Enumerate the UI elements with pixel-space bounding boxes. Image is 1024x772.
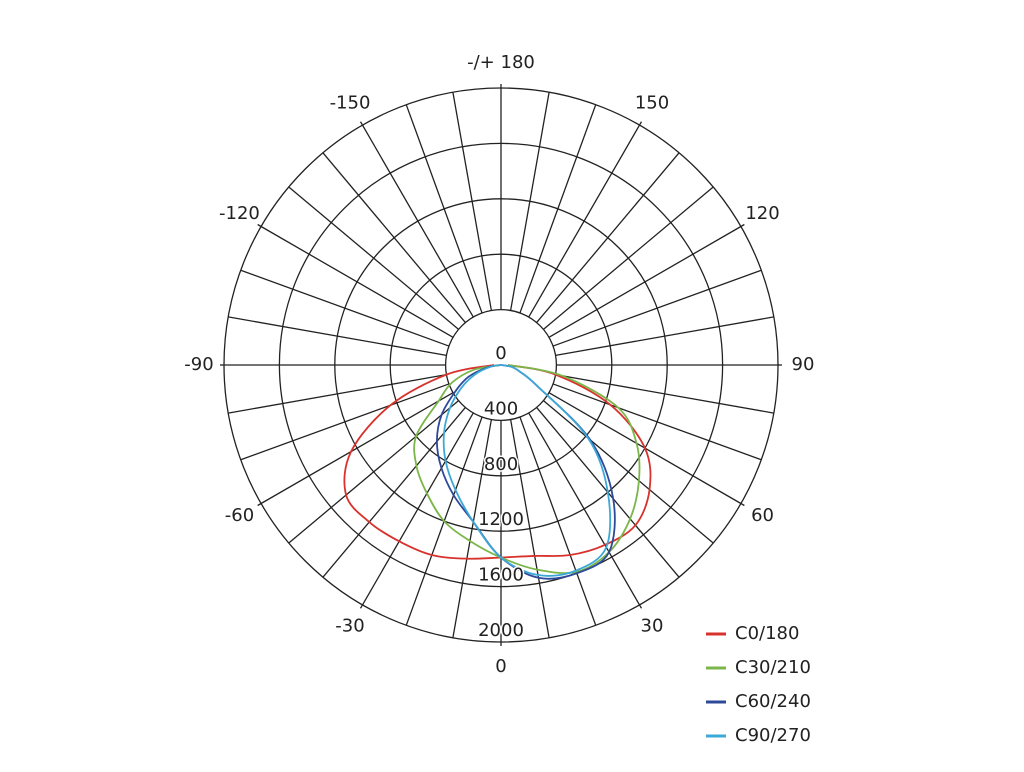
theta-tick-label: 150	[635, 92, 669, 113]
theta-tick-label: 90	[792, 354, 815, 375]
theta-tick-label: -30	[335, 616, 364, 637]
theta-tick-label: -/+ 180	[467, 52, 535, 73]
theta-tick-label: -120	[219, 203, 260, 224]
ring	[444, 308, 558, 422]
r-tick-label: 2000	[478, 620, 524, 641]
theta-tick	[257, 502, 262, 507]
theta-tick	[638, 604, 643, 609]
r-tick-label: 1200	[478, 509, 524, 530]
theta-tick	[638, 121, 643, 126]
intensity-curve	[442, 364, 612, 577]
theta-tick	[740, 223, 745, 228]
legend-label: C60/240	[735, 691, 811, 712]
theta-tick-label: -90	[184, 354, 213, 375]
ring	[334, 198, 668, 532]
legend-label: C0/180	[735, 623, 799, 644]
r-tick-label: 1600	[478, 565, 524, 586]
ring	[278, 142, 724, 588]
ring	[389, 253, 613, 477]
theta-tick	[359, 121, 364, 126]
r-tick-label: 0	[495, 343, 506, 364]
legend-label: C90/270	[735, 725, 811, 746]
legend-label: C30/210	[735, 657, 811, 678]
theta-tick-label: 120	[745, 203, 779, 224]
theta-tick	[257, 223, 262, 228]
theta-tick-label: -60	[225, 505, 254, 526]
theta-tick-label: 0	[495, 656, 506, 677]
theta-tick-label: -150	[330, 92, 371, 113]
r-tick-label: 800	[484, 454, 518, 475]
theta-tick-label: 60	[751, 505, 774, 526]
theta-tick-label: 30	[641, 616, 664, 637]
theta-tick	[359, 604, 364, 609]
r-tick-label: 400	[484, 398, 518, 419]
theta-tick	[740, 502, 745, 507]
